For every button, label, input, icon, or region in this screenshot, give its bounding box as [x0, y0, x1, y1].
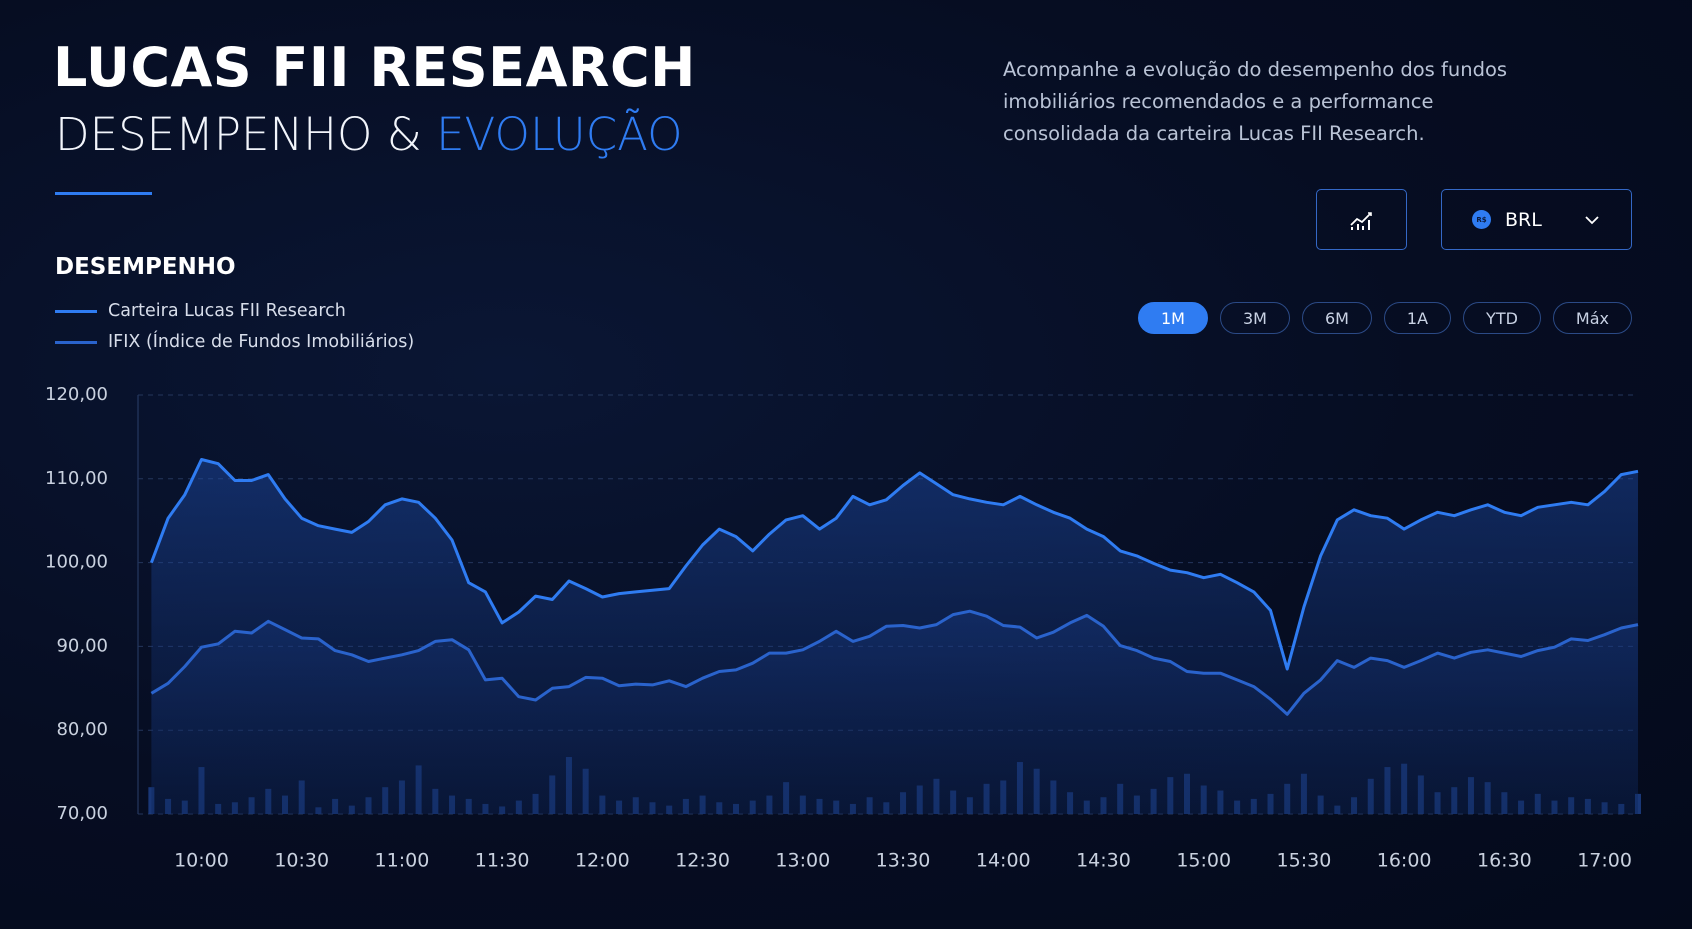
- currency-label: BRL: [1505, 208, 1542, 231]
- range-button[interactable]: 1A: [1383, 302, 1452, 334]
- x-tick-label: 15:00: [1176, 850, 1231, 872]
- x-tick-label: 17:00: [1577, 850, 1632, 872]
- accent-rule: [55, 192, 152, 195]
- x-tick-label: 10:00: [174, 850, 229, 872]
- x-tick-label: 14:00: [976, 850, 1031, 872]
- subtitle-text: DESEMPENHO &: [55, 108, 422, 161]
- y-tick-label: 90,00: [56, 635, 108, 656]
- chevron: [1585, 215, 1599, 224]
- legend-swatch: [55, 309, 97, 313]
- y-tick-label: 100,00: [45, 552, 108, 573]
- y-tick-label: 80,00: [56, 719, 108, 740]
- chart-icon: [1349, 211, 1372, 230]
- currency-symbol: R$: [1472, 210, 1491, 229]
- range-button[interactable]: 6M: [1301, 302, 1372, 334]
- line: [149, 458, 1639, 671]
- x-tick-label: 13:30: [876, 850, 931, 872]
- range-button[interactable]: YTD: [1463, 302, 1541, 334]
- currency-select[interactable]: R$ BRL: [1441, 189, 1632, 250]
- subtitle: DESEMPENHO & EVOLUÇÃO: [55, 108, 683, 161]
- range-selector: 1M 3M 6M 1A YTD Máx: [1137, 302, 1632, 334]
- volume-bar: [148, 787, 155, 814]
- title: LUCAS FII RESEARCH: [53, 36, 696, 99]
- legend-swatch: [55, 340, 97, 344]
- line: [150, 609, 1639, 716]
- range-button[interactable]: 1M: [1137, 302, 1208, 334]
- description: Acompanhe a evolução do desempenho dos f…: [1003, 58, 1508, 145]
- legend-label: Carteira Lucas FII Research: [108, 301, 346, 321]
- x-tick-label: 16:30: [1477, 850, 1532, 872]
- section-title: DESEMPENHO: [55, 254, 236, 280]
- x-tick-label: 12:30: [675, 850, 730, 872]
- chart-type-button[interactable]: [1316, 189, 1407, 250]
- range-button[interactable]: 3M: [1219, 302, 1290, 334]
- x-tick-label: 16:00: [1377, 850, 1432, 872]
- area: [151, 611, 1638, 814]
- x-tick-label: 14:30: [1076, 850, 1131, 872]
- y-tick-label: 70,00: [56, 803, 108, 824]
- x-tick-label: 10:30: [274, 850, 329, 872]
- x-tick-label: 13:00: [775, 850, 830, 872]
- y-tick-label: 120,00: [45, 384, 108, 405]
- x-tick-label: 11:00: [375, 850, 430, 872]
- x-tick-label: 11:30: [475, 850, 530, 872]
- y-tick-label: 110,00: [45, 468, 108, 489]
- range-button[interactable]: Máx: [1552, 302, 1632, 334]
- legend-item: Carteira Lucas FII Research: [55, 301, 346, 321]
- subtitle-highlight: EVOLUÇÃO: [436, 108, 683, 161]
- legend-label: IFIX (Índice de Fundos Imobiliários): [108, 332, 415, 352]
- legend-item: IFIX (Índice de Fundos Imobiliários): [55, 332, 414, 352]
- x-tick-label: 12:00: [575, 850, 630, 872]
- x-tick-label: 15:30: [1277, 850, 1332, 872]
